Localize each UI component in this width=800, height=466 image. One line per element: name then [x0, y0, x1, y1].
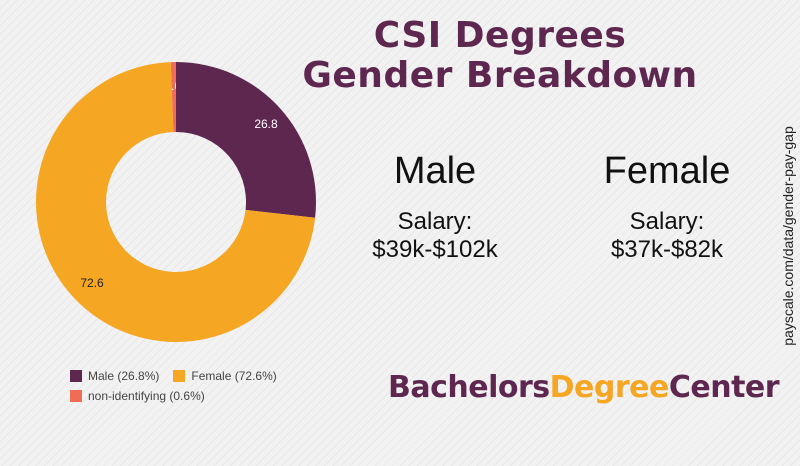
male-heading: Male: [393, 150, 477, 192]
chart-legend: Male (26.8%) Female (72.6%) non-identify…: [70, 366, 291, 406]
legend-label-non-identifying: non-identifying (0.6%): [88, 389, 205, 403]
donut-slice-male: [176, 62, 316, 218]
legend-label-male: Male (26.8%): [88, 369, 160, 383]
brand-part2: Degree: [549, 370, 670, 405]
brand-part1: Bachelors: [388, 370, 550, 405]
source-citation: payscale.com/data/gender-pay-gap: [780, 126, 796, 346]
female-heading: Female: [603, 150, 731, 192]
legend-label-female: Female (72.6%): [191, 369, 277, 383]
legend-swatch-non-identifying: [70, 390, 82, 402]
chart-title-line2: Gender Breakdown: [302, 55, 698, 96]
brand-part3: Center: [668, 370, 780, 405]
female-salary-range: $37k-$82k: [610, 236, 724, 263]
legend-item-male: Male (26.8%): [70, 369, 159, 383]
data-label-female: 72.6: [80, 276, 104, 290]
legend-swatch-female: [173, 370, 186, 382]
data-label-male: 26.8: [254, 117, 278, 131]
donut-chart: .626.872.6: [35, 62, 316, 343]
female-salary: Salary: $37k-$82k: [567, 208, 767, 264]
donut-slice-non-identifying: [170, 62, 176, 133]
chart-title-line1: CSI Degrees: [373, 15, 627, 56]
male-salary: Salary: $39k-$102k: [335, 208, 535, 264]
legend-swatch-male: [70, 370, 82, 382]
donut-slice-female: [35, 62, 316, 343]
male-salary-range: $39k-$102k: [372, 236, 498, 263]
brand-logo: BachelorsDegreeCenter: [388, 370, 780, 405]
female-salary-label: Salary:: [629, 208, 705, 235]
legend-item-non-identifying: non-identifying (0.6%): [70, 389, 205, 403]
male-salary-label: Salary:: [397, 208, 473, 235]
legend-item-female: Female (72.6%): [173, 369, 277, 383]
